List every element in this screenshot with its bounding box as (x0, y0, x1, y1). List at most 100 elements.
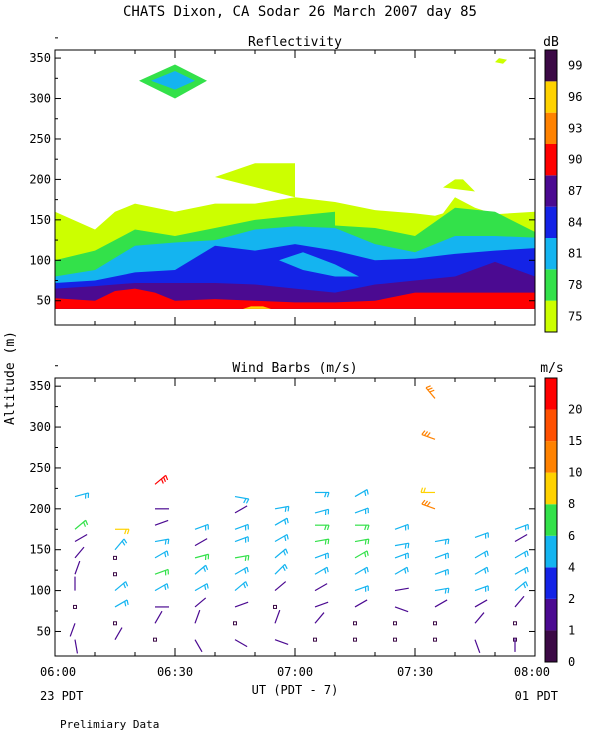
wind-barb-flag (284, 564, 288, 570)
reflectivity-colorbar-unit: dB (543, 35, 559, 50)
wind-barb-shaft (434, 587, 449, 592)
wind-barb (74, 639, 79, 654)
colorbar-swatch (545, 378, 557, 410)
wind-barb-calm (513, 621, 517, 626)
colorbar-label: 90 (568, 153, 582, 167)
wind-barb-shaft (234, 536, 249, 543)
wind-barb-flag (284, 506, 287, 512)
reflectivity-colorbar: 75 78 81 84 87 90 93 96 99 (544, 49, 582, 333)
wind-barb-flag (245, 581, 249, 587)
wind-barb (314, 612, 325, 624)
wind-barb-flag (486, 550, 489, 556)
wind-barb (434, 552, 449, 560)
wind-barb-shaft (194, 538, 208, 547)
wind-barb-shaft (274, 639, 289, 645)
wind-barb-shaft (234, 581, 247, 592)
wind-barb (354, 566, 369, 575)
colorbar-label: 75 (568, 309, 582, 323)
wind-barb (434, 538, 450, 545)
reflectivity-band-75dB (443, 179, 475, 192)
wind-barb-flag (421, 430, 426, 435)
wind-barb-shaft (514, 566, 528, 575)
wind-barb-calm (113, 555, 117, 560)
wind-barb-shaft (421, 503, 436, 510)
wind-barb-shaft (314, 538, 329, 543)
wind-barb-flag (163, 476, 167, 482)
wind-barb (194, 583, 209, 592)
wind-barb-flag (324, 568, 327, 574)
wind-barb-shaft (474, 599, 488, 608)
y-tick-label: 350 (29, 51, 51, 65)
wind-barb-flag (486, 567, 489, 573)
colorbar-swatch (545, 175, 557, 207)
wind-barb-flag (284, 519, 287, 525)
wind-barb-calm (353, 621, 357, 626)
wind-barb-flag (366, 489, 369, 495)
wind-barb-flag (404, 543, 407, 549)
colorbar-label: 6 (568, 529, 575, 543)
wind-barb (314, 566, 329, 575)
wind-barb-shaft (394, 587, 409, 592)
wind-barb-shaft (154, 610, 163, 624)
y-tick-label: 200 (29, 172, 51, 186)
wind-barbs-title: Wind Barbs (m/s) (232, 361, 357, 376)
wind-barb-flag (429, 389, 435, 393)
wind-barb-flag (123, 583, 127, 589)
wind-barb-flag (423, 487, 426, 493)
wind-barb (69, 623, 76, 637)
wind-barb-flag (244, 568, 247, 574)
wind-barb-calm (393, 621, 397, 626)
wind-barb-shaft (474, 612, 485, 624)
wind-barb-flag (447, 588, 450, 594)
wind-barb-flag (484, 568, 487, 574)
wind-barb-shaft (114, 599, 128, 608)
wind-barb (194, 538, 208, 547)
figure-title: CHATS Dixon, CA Sodar 26 March 2007 day … (123, 4, 477, 20)
wind-barb (474, 550, 489, 559)
wind-barb (234, 495, 250, 504)
wind-barb-flag (243, 498, 247, 504)
wind-barb-flag (166, 550, 169, 556)
y-tick-label: 250 (29, 132, 51, 146)
wind-barb-shaft (354, 599, 368, 608)
wind-barb-flag (243, 583, 247, 589)
wind-barb-shaft (474, 639, 481, 654)
wind-barb (314, 552, 329, 560)
wind-barb (194, 523, 209, 531)
wind-barb (514, 581, 529, 592)
wind-barb-shaft (194, 553, 209, 559)
wind-barb (354, 585, 369, 592)
wind-barb (115, 528, 130, 535)
wind-barb-shaft (434, 599, 448, 608)
y-tick-label: 50 (37, 294, 51, 308)
y-tick-label: 200 (29, 502, 51, 516)
wind-barb-shaft (274, 505, 289, 510)
wind-barb-shaft (514, 595, 525, 608)
wind-barb (434, 568, 449, 576)
wind-barb-shaft (234, 601, 249, 608)
footnote: Prelimiary Data (60, 718, 159, 731)
wind-barb (474, 612, 485, 624)
wind-barb-shaft (114, 538, 125, 551)
wind-barb (154, 550, 169, 559)
wind-barb (354, 538, 370, 545)
colorbar-label: 4 (568, 560, 575, 574)
wind-barb-shaft (514, 581, 527, 592)
reflectivity-band-90dB (55, 288, 535, 309)
wind-barb (315, 491, 330, 498)
wind-barb (234, 505, 248, 514)
wind-barb-shaft (514, 534, 528, 543)
wind-barb-shaft (394, 542, 409, 547)
wind-barb-flag (164, 539, 167, 545)
colorbar-swatch (545, 81, 557, 113)
x-tick-label: 06:30 (157, 665, 193, 679)
wind-barb (514, 566, 529, 575)
wind-barb-calm (433, 637, 437, 642)
wind-barb (434, 587, 450, 594)
wind-barb-shaft (154, 568, 169, 575)
wind-barb (74, 519, 89, 530)
wind-barb (154, 538, 170, 545)
wind-barb-flag (165, 475, 169, 481)
colorbar-swatch (545, 269, 557, 301)
wind-barb (314, 601, 329, 608)
